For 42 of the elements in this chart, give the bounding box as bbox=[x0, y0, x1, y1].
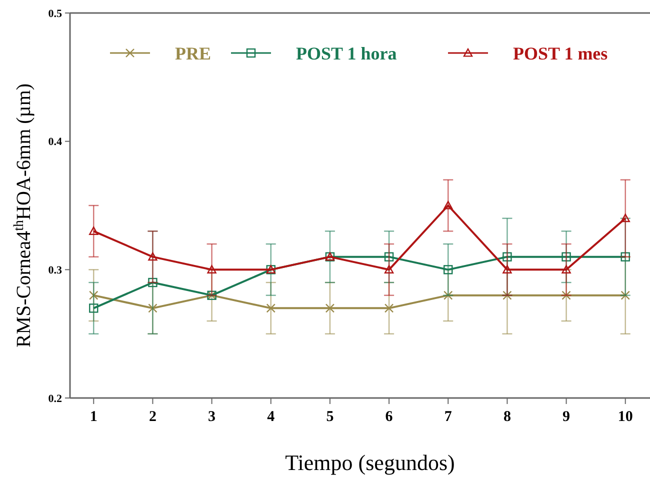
point bbox=[89, 290, 98, 300]
point bbox=[444, 200, 453, 210]
point bbox=[266, 304, 276, 313]
x-tick-label: 10 bbox=[618, 409, 633, 425]
point bbox=[148, 304, 158, 313]
x-tick-label: 5 bbox=[326, 409, 334, 425]
x-tick-label: 9 bbox=[562, 409, 570, 425]
legend-label: PRE bbox=[175, 43, 211, 64]
point bbox=[89, 226, 98, 235]
point bbox=[444, 265, 453, 274]
point bbox=[620, 252, 630, 262]
x-tick-label: 8 bbox=[503, 409, 511, 425]
point bbox=[148, 252, 158, 261]
point bbox=[384, 265, 394, 274]
point bbox=[502, 265, 512, 274]
point bbox=[384, 304, 394, 313]
point bbox=[502, 290, 512, 300]
x-tick-label: 4 bbox=[267, 409, 276, 425]
legend-label: POST 1 hora bbox=[296, 43, 397, 64]
x-tick-label: 2 bbox=[148, 409, 156, 425]
point bbox=[384, 252, 394, 262]
legend-label: POST 1 mes bbox=[513, 43, 608, 64]
point bbox=[325, 304, 335, 313]
point bbox=[89, 304, 98, 313]
point bbox=[148, 278, 158, 288]
x-axis-title: Tiempo (segundos) bbox=[285, 450, 455, 475]
x-tick-label: 6 bbox=[385, 409, 394, 425]
point bbox=[562, 265, 571, 274]
y-tick-label: 0.3 bbox=[48, 264, 62, 277]
x-tick-label: 1 bbox=[90, 409, 98, 425]
point bbox=[620, 290, 630, 300]
point bbox=[620, 214, 630, 222]
y-tick-label: 0.2 bbox=[48, 392, 62, 405]
x-tick-label: 3 bbox=[208, 409, 216, 425]
point bbox=[444, 290, 453, 300]
x-tick-label: 7 bbox=[444, 409, 452, 425]
point bbox=[562, 290, 571, 300]
point bbox=[207, 265, 216, 274]
point bbox=[562, 252, 571, 262]
y-tick-label: 0.5 bbox=[48, 8, 62, 20]
y-tick-label: 0.4 bbox=[48, 136, 62, 148]
point bbox=[502, 252, 512, 262]
